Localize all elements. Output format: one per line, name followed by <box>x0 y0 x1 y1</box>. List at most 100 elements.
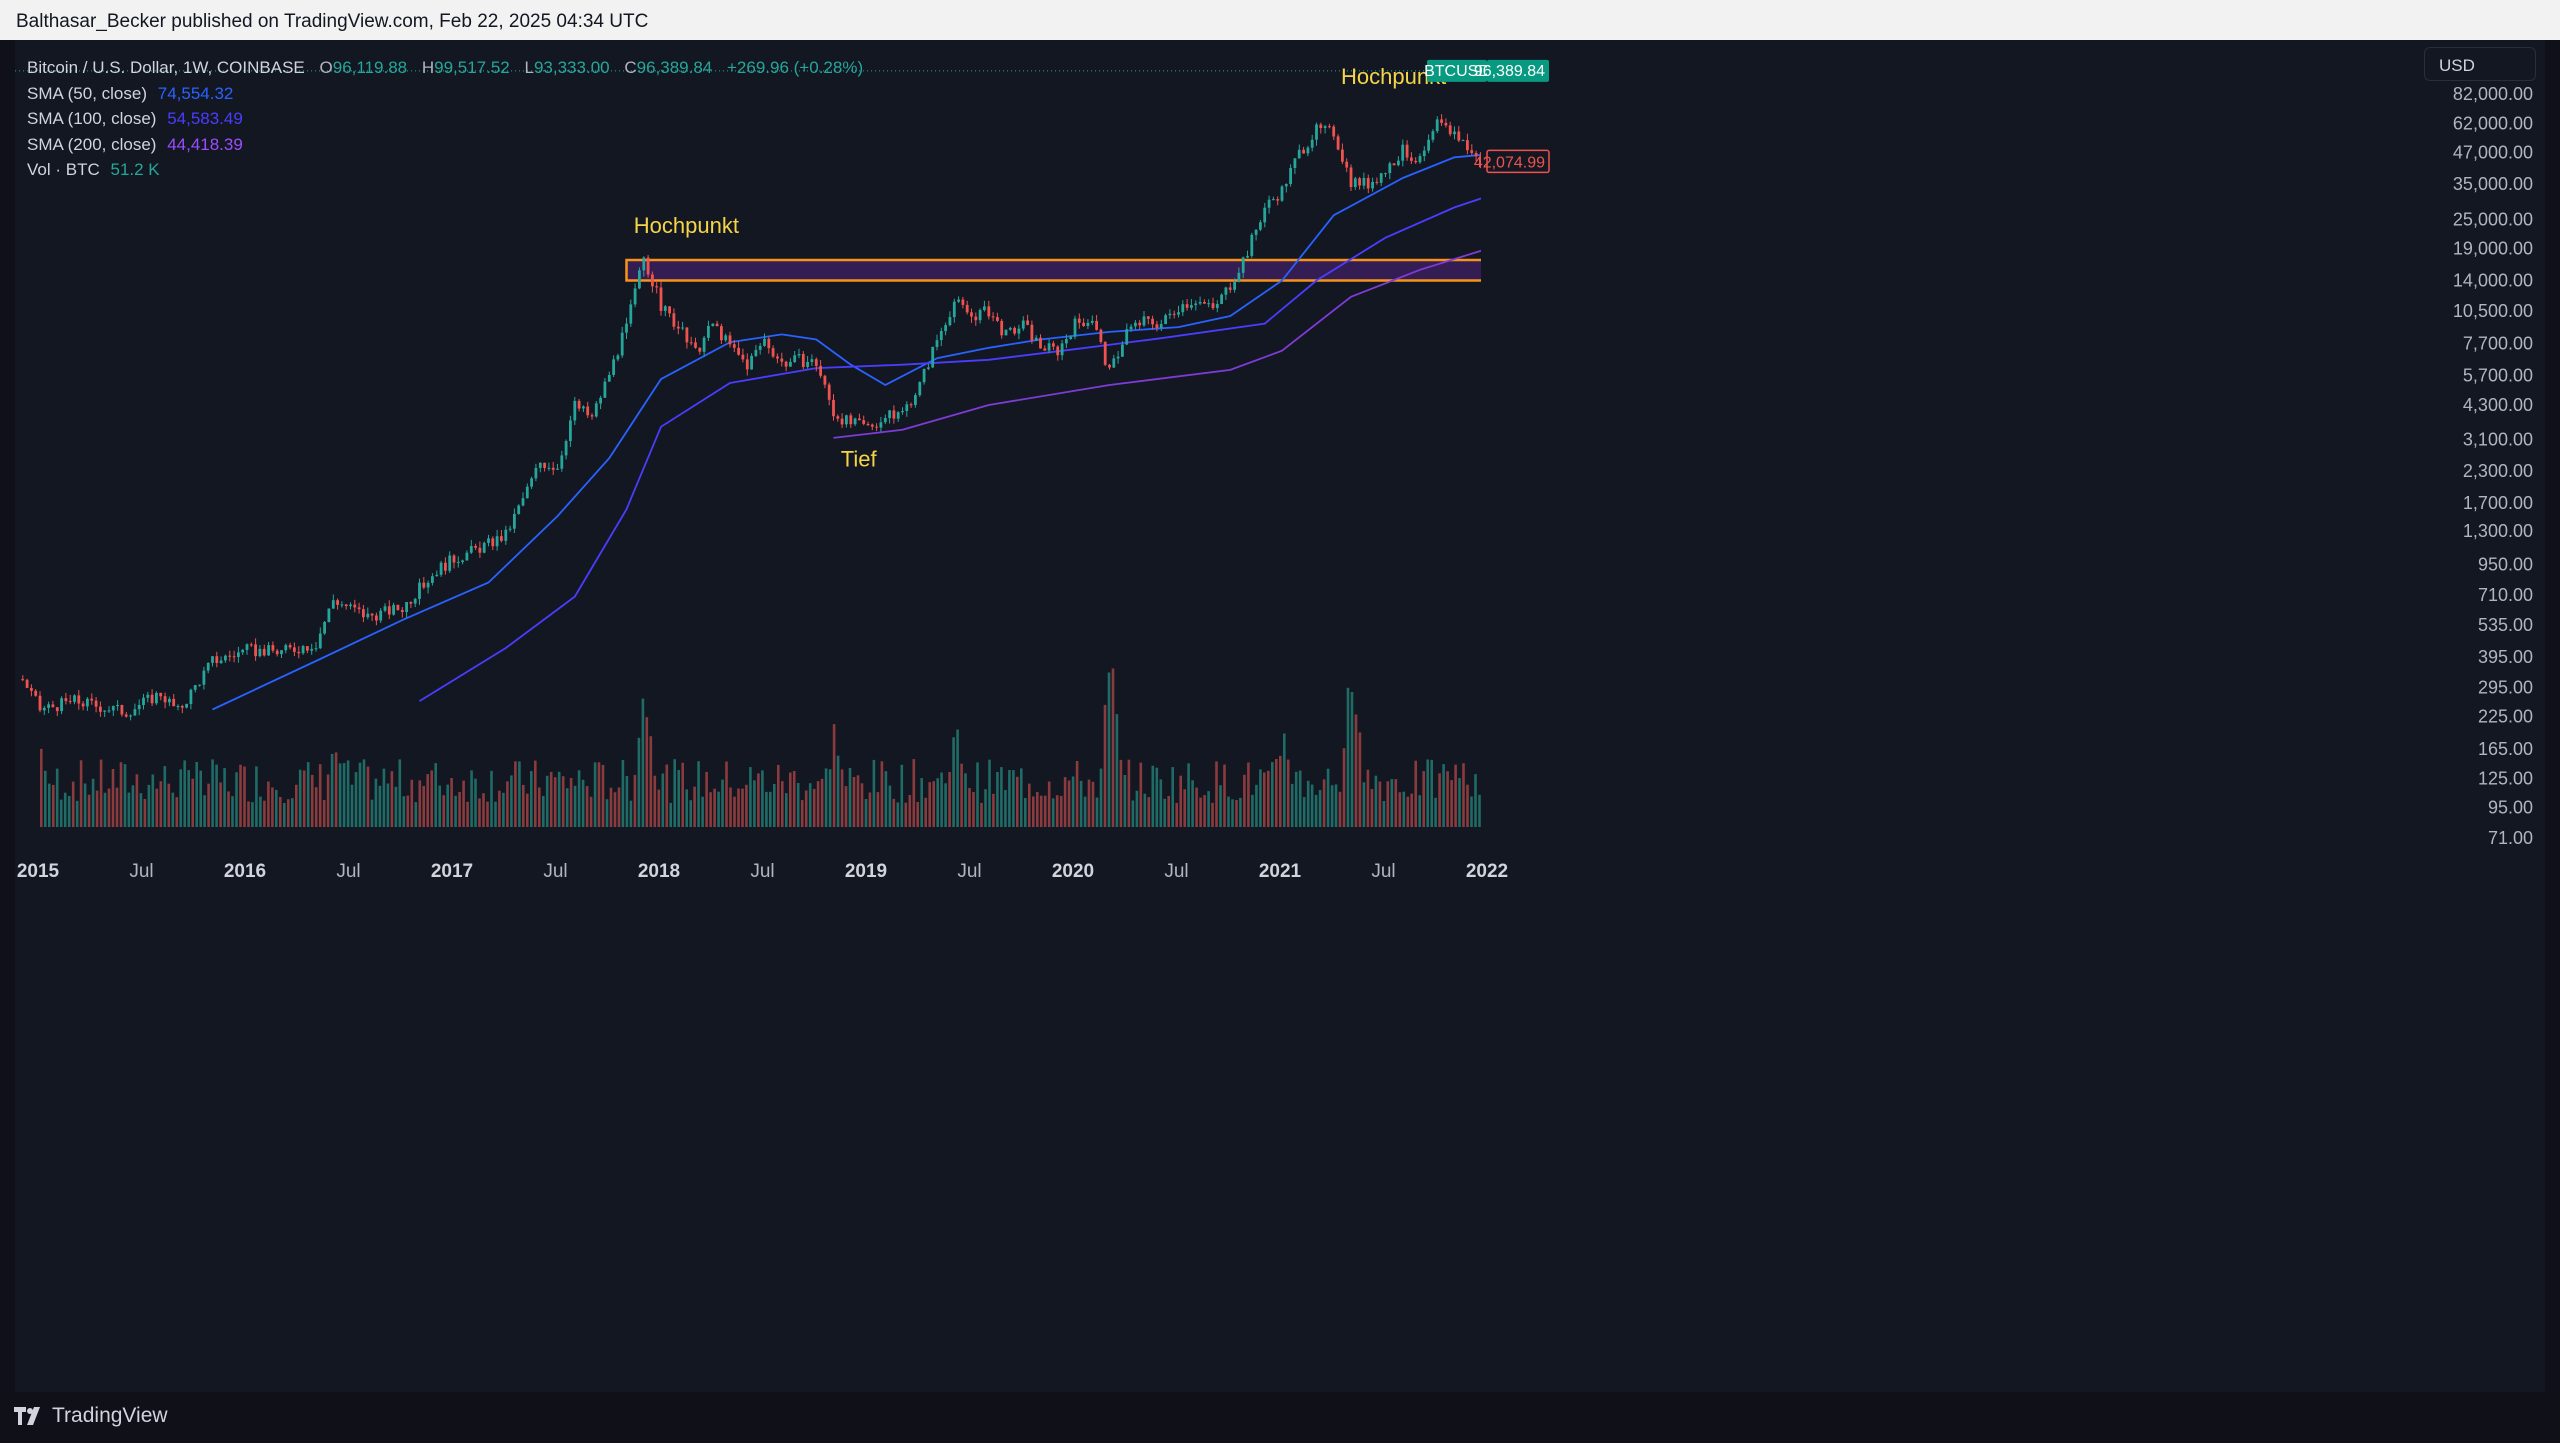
candle-body[interactable] <box>301 646 305 654</box>
candle-body[interactable] <box>1052 343 1055 347</box>
candle-body[interactable] <box>577 400 581 409</box>
candle-body[interactable] <box>1379 173 1383 183</box>
candle-body[interactable] <box>1336 136 1340 150</box>
candle-body[interactable] <box>909 404 913 406</box>
candle-body[interactable] <box>1233 281 1236 290</box>
candle-body[interactable] <box>267 645 270 656</box>
candle-body[interactable] <box>228 655 232 657</box>
candle-body[interactable] <box>1362 178 1366 186</box>
candle-body[interactable] <box>810 359 814 362</box>
candle-body[interactable] <box>1246 255 1249 258</box>
sma100-row[interactable]: SMA (100, close) 54,583.49 <box>27 106 863 132</box>
candle-body[interactable] <box>435 574 439 577</box>
candle-body[interactable] <box>340 604 344 606</box>
candle-body[interactable] <box>1272 199 1275 201</box>
candle-body[interactable] <box>1358 178 1361 186</box>
candle-body[interactable] <box>185 703 188 708</box>
sma100-line[interactable] <box>419 189 1507 702</box>
candle-body[interactable] <box>1366 178 1370 189</box>
candle-body[interactable] <box>944 325 947 332</box>
candle-body[interactable] <box>1211 303 1215 309</box>
candle-body[interactable] <box>1086 322 1090 326</box>
candle-body[interactable] <box>133 709 137 716</box>
symbol-name[interactable]: Bitcoin / U.S. Dollar, 1W, COINBASE <box>27 58 305 77</box>
candle-body[interactable] <box>543 462 546 468</box>
candle-body[interactable] <box>991 316 995 318</box>
sma50-row[interactable]: SMA (50, close) 74,554.32 <box>27 81 863 107</box>
price-chart[interactable]: HochpunktTiefHochpunkt110,000.0082,000.0… <box>15 40 2545 1392</box>
candle-body[interactable] <box>616 355 620 360</box>
candle-body[interactable] <box>94 700 98 707</box>
candle-body[interactable] <box>1004 329 1008 336</box>
candle-body[interactable] <box>448 555 452 571</box>
candle-body[interactable] <box>375 615 378 621</box>
annotation-label-1[interactable]: Tief <box>841 447 878 472</box>
candle-body[interactable] <box>327 608 331 623</box>
candle-body[interactable] <box>38 695 42 711</box>
candle-body[interactable] <box>77 695 81 704</box>
candle-body[interactable] <box>1082 322 1085 326</box>
candle-body[interactable] <box>538 462 542 468</box>
candle-body[interactable] <box>663 306 667 311</box>
candle-body[interactable] <box>362 609 365 618</box>
candle-body[interactable] <box>275 650 279 655</box>
candle-body[interactable] <box>211 656 214 663</box>
candle-body[interactable] <box>409 602 413 604</box>
sma50-line[interactable] <box>212 151 1507 711</box>
candle-body[interactable] <box>590 415 594 417</box>
candle-body[interactable] <box>241 649 245 653</box>
candle-body[interactable] <box>689 342 693 344</box>
candle-body[interactable] <box>461 560 464 563</box>
candle-body[interactable] <box>1250 234 1254 256</box>
candle-body[interactable] <box>780 358 784 362</box>
candle-body[interactable] <box>694 342 697 348</box>
candle-body[interactable] <box>594 403 598 417</box>
candle-body[interactable] <box>224 655 227 661</box>
candle-body[interactable] <box>55 707 59 712</box>
candle-body[interactable] <box>875 426 878 428</box>
candle-body[interactable] <box>732 344 736 348</box>
candle-body[interactable] <box>633 288 637 305</box>
candle-body[interactable] <box>254 644 257 657</box>
candle-body[interactable] <box>547 467 551 469</box>
candle-body[interactable] <box>711 323 715 326</box>
candle-body[interactable] <box>1323 126 1327 128</box>
candle-body[interactable] <box>1121 344 1124 357</box>
candle-body[interactable] <box>1185 304 1189 308</box>
candle-body[interactable] <box>1384 173 1387 175</box>
candle-body[interactable] <box>1220 294 1223 304</box>
candle-body[interactable] <box>1267 199 1271 208</box>
candle-body[interactable] <box>638 270 641 289</box>
candle-body[interactable] <box>500 536 503 541</box>
candle-body[interactable] <box>30 687 33 691</box>
candle-body[interactable] <box>206 662 210 671</box>
candle-body[interactable] <box>840 418 844 425</box>
candle-body[interactable] <box>1237 272 1241 282</box>
candle-body[interactable] <box>111 706 115 711</box>
candle-body[interactable] <box>754 349 758 356</box>
annotation-label-0[interactable]: Hochpunkt <box>634 213 739 238</box>
candle-body[interactable] <box>310 648 314 651</box>
candle-body[interactable] <box>1302 149 1305 154</box>
candle-body[interactable] <box>1203 302 1206 304</box>
candle-body[interactable] <box>996 317 999 321</box>
candle-body[interactable] <box>620 332 624 356</box>
candle-body[interactable] <box>249 644 253 646</box>
candle-body[interactable] <box>357 607 361 610</box>
candle-body[interactable] <box>970 312 973 317</box>
candle-body[interactable] <box>1039 337 1042 349</box>
candle-body[interactable] <box>1159 324 1163 328</box>
candle-body[interactable] <box>599 397 602 404</box>
candle-body[interactable] <box>918 382 922 396</box>
sma200-line[interactable] <box>833 242 1507 439</box>
candle-body[interactable] <box>905 404 909 411</box>
candle-body[interactable] <box>896 412 900 419</box>
candle-body[interactable] <box>827 384 831 400</box>
candle-body[interactable] <box>400 610 404 612</box>
candle-body[interactable] <box>1466 140 1469 151</box>
candle-body[interactable] <box>323 622 326 634</box>
candle-body[interactable] <box>892 410 896 419</box>
candle-body[interactable] <box>1017 328 1021 334</box>
candle-body[interactable] <box>1099 329 1103 342</box>
candle-body[interactable] <box>1392 163 1396 166</box>
